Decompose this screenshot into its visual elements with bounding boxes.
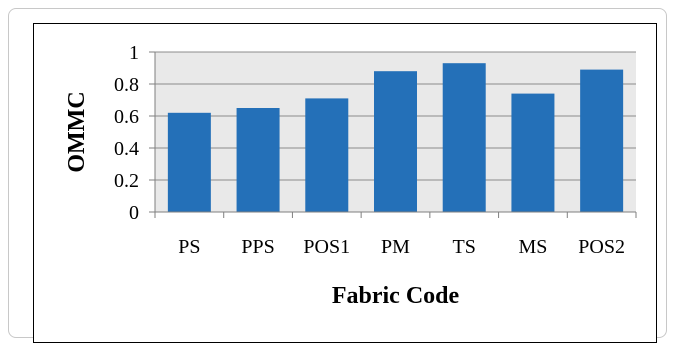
bar-ts: [442, 63, 486, 213]
bar-pos2: [580, 69, 624, 212]
bar-chart: 00.20.40.60.81 PS PPS POS1 PM TS MS POS2 OMMC …: [64, 42, 637, 309]
x-tick-label: PS: [178, 236, 200, 258]
bar-pps: [236, 108, 280, 212]
y-tick-label: 0.2: [114, 170, 139, 192]
x-tick-label: MS: [518, 236, 547, 258]
y-tick-label: 0.6: [114, 106, 139, 128]
x-tick-label: TS: [453, 236, 476, 258]
y-tick-labels: 0 0.2 0.4 0.6 0.8 1: [114, 42, 139, 224]
x-axis-title: Fabric Code: [332, 283, 460, 309]
x-tick-label: PM: [381, 236, 410, 258]
bar-ms: [511, 93, 555, 212]
bar-pos1: [305, 98, 349, 212]
bars: [167, 63, 624, 213]
x-tick-label: POS1: [303, 236, 350, 258]
bar-ps: [167, 112, 211, 212]
y-tick-label: 0: [129, 202, 139, 224]
y-tick-label: 0.4: [114, 138, 139, 160]
y-axis-title: OMMC: [64, 91, 90, 172]
axes: [149, 51, 637, 218]
y-tick-label: 0.8: [114, 74, 139, 96]
y-tick-label: 1: [129, 42, 139, 64]
bar-pm: [374, 71, 417, 212]
x-tick-label: PPS: [241, 236, 274, 258]
x-tick-label: POS2: [578, 236, 625, 258]
x-tick-labels: PS PPS POS1 PM TS MS POS2: [178, 236, 625, 258]
